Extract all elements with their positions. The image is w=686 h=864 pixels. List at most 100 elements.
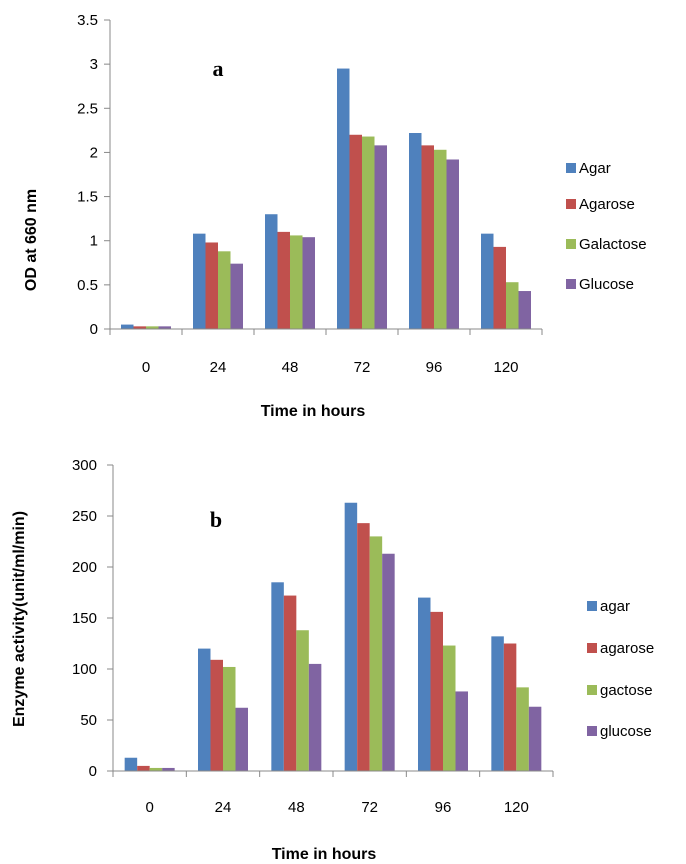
bar-galactose-24	[218, 251, 231, 329]
bar-glucose-96	[455, 691, 468, 771]
bar-agarose-24	[205, 242, 218, 329]
legend-swatch	[587, 726, 597, 736]
ytick-label: 3.5	[77, 12, 98, 29]
bar-gactose-48	[296, 630, 309, 771]
bar-agarose-72	[357, 523, 370, 771]
xtick-label: 120	[493, 359, 518, 376]
ytick-label: 150	[72, 610, 97, 627]
bar-agar-24	[193, 233, 206, 329]
xtick-label: 0	[145, 799, 153, 816]
xtick-label: 48	[288, 799, 305, 816]
xtick-label: 72	[354, 359, 371, 376]
bar-galactose-0	[146, 326, 159, 329]
legend-label: gactose	[600, 682, 653, 699]
ytick-label: 300	[72, 457, 97, 474]
bar-glucose-48	[308, 663, 322, 771]
xtick-label: 96	[426, 359, 443, 376]
bar-glucose-0	[158, 326, 171, 329]
ytick-label: 0	[90, 321, 98, 338]
xtick-label: 24	[210, 359, 227, 376]
bar-gactose-0	[149, 767, 163, 771]
bar-agarose-120	[493, 246, 506, 329]
bar-gactose-120	[516, 687, 529, 771]
legend-swatch	[566, 279, 576, 289]
bar-glucose-24	[230, 263, 243, 329]
xtick-label: 48	[282, 359, 299, 376]
legend-swatch	[587, 685, 597, 695]
legend-label: Agarose	[579, 196, 635, 213]
legend-swatch	[566, 163, 576, 173]
ytick-label: 3	[90, 56, 98, 73]
bar-agarose-0	[137, 765, 150, 771]
ytick-label: 1	[90, 233, 98, 250]
bar-gactose-72	[369, 536, 383, 771]
bar-agar-48	[271, 582, 284, 771]
bar-glucose-96	[446, 159, 459, 329]
bar-agarose-72	[349, 134, 362, 329]
bar-galactose-120	[506, 282, 519, 329]
chart-b-xlabel: Time in hours	[272, 846, 377, 863]
bar-gactose-96	[443, 645, 456, 771]
ytick-label: 100	[72, 661, 97, 678]
bar-glucose-48	[302, 237, 315, 329]
bar-agarose-0	[133, 326, 146, 329]
legend-label: glucose	[600, 723, 652, 740]
chart-b-bars	[124, 502, 542, 771]
bar-agarose-96	[421, 145, 434, 329]
bar-agar-96	[409, 133, 422, 329]
chart-a-axes	[104, 19, 543, 335]
bar-glucose-120	[528, 706, 542, 771]
bar-agarose-24	[210, 659, 223, 771]
xtick-label: 24	[215, 799, 232, 816]
ytick-label: 0.5	[77, 277, 98, 294]
chart-b-panel-label: b	[210, 507, 222, 532]
bar-agar-120	[481, 233, 494, 329]
bar-agar-96	[418, 597, 431, 771]
bar-glucose-0	[162, 767, 175, 771]
bar-agarose-96	[430, 611, 443, 771]
legend-label: Agar	[579, 160, 611, 177]
chart-b-ylabel: Enzyme activity(unit/ml/min)	[11, 511, 28, 727]
ytick-label: 0	[89, 763, 97, 780]
bar-agarose-120	[503, 643, 517, 771]
legend-label: agarose	[600, 640, 654, 657]
ytick-label: 200	[72, 559, 97, 576]
bar-agar-72	[337, 68, 350, 330]
bar-glucose-72	[374, 145, 387, 329]
ytick-label: 2.5	[77, 100, 98, 117]
ytick-label: 250	[72, 508, 97, 525]
bar-agar-0	[124, 757, 138, 771]
bar-glucose-120	[518, 291, 531, 329]
xtick-label: 96	[435, 799, 452, 816]
bar-glucose-72	[382, 553, 395, 771]
xtick-label: 72	[361, 799, 378, 816]
chart-a-legend: Agar Agarose Galactose Glucose	[566, 160, 647, 293]
chart-b-xtick-labels: 0 24 48 72 96 120	[145, 799, 528, 816]
chart-a-xlabel: Time in hours	[261, 403, 366, 420]
bar-gactose-24	[223, 666, 236, 771]
chart-a-xtick-labels: 0 24 48 72 96 120	[142, 359, 519, 376]
chart-b: Enzyme activity(unit/ml/min) Time in hou…	[11, 457, 654, 863]
bar-agar-120	[491, 636, 504, 771]
bar-galactose-72	[362, 136, 375, 329]
chart-a-ytick-labels: 0 0.5 1 1.5 2 2.5 3 3.5	[77, 12, 98, 338]
legend-label: Galactose	[579, 236, 647, 253]
bar-agar-72	[344, 502, 358, 771]
chart-b-ytick-labels: 0 50 100 150 200 250 300	[72, 457, 97, 780]
chart-b-axes	[107, 464, 554, 777]
bar-galactose-48	[290, 235, 303, 329]
chart-a-panel-label: a	[213, 56, 224, 81]
legend-label: Glucose	[579, 276, 634, 293]
chart-a-bars	[121, 68, 531, 330]
ytick-label: 1.5	[77, 189, 98, 206]
xtick-label: 120	[504, 799, 529, 816]
ytick-label: 2	[90, 144, 98, 161]
chart-a: OD at 660 nm Time in hours a 0 0.5 1 1.5 2 2.…	[23, 12, 647, 420]
legend-label: agar	[600, 598, 630, 615]
bar-glucose-24	[235, 707, 248, 771]
legend-swatch	[566, 199, 576, 209]
ytick-label: 50	[80, 712, 97, 729]
legend-swatch	[566, 239, 576, 249]
bar-agar-48	[265, 214, 278, 329]
